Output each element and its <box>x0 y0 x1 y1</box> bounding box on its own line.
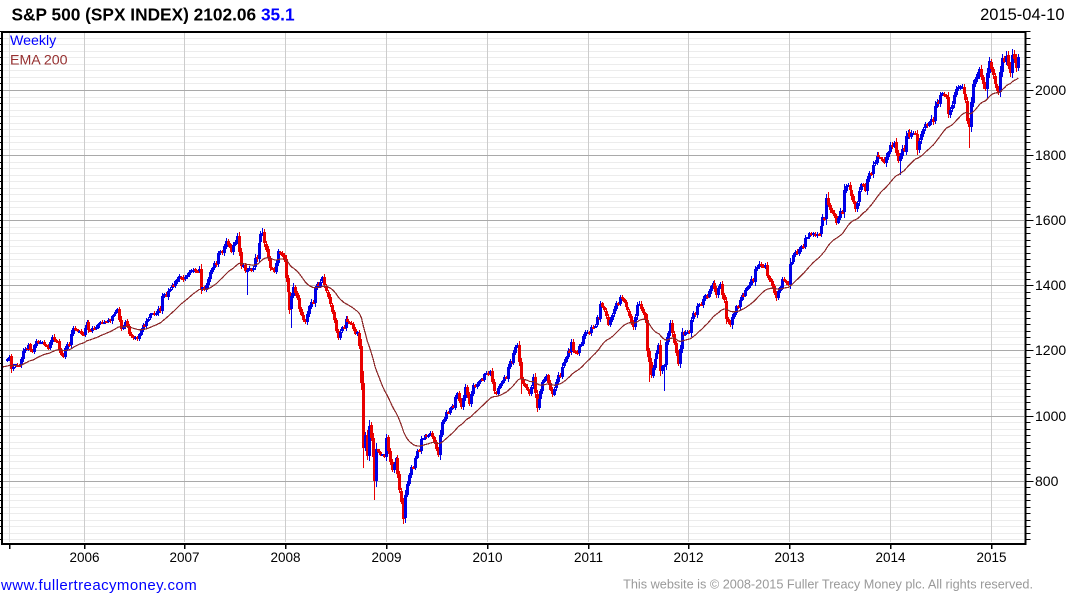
svg-text:www.fullertreacymoney.com: www.fullertreacymoney.com <box>0 577 197 594</box>
svg-text:2015: 2015 <box>976 550 1006 565</box>
svg-text:2011: 2011 <box>574 550 603 565</box>
svg-text:EMA 200: EMA 200 <box>10 53 68 69</box>
svg-text:1000: 1000 <box>1035 408 1066 424</box>
svg-text:2008: 2008 <box>270 550 300 565</box>
svg-text:1400: 1400 <box>1035 277 1066 293</box>
svg-text:2013: 2013 <box>774 550 804 565</box>
svg-text:2014: 2014 <box>875 550 906 565</box>
svg-text:2012: 2012 <box>673 550 703 565</box>
svg-text:1800: 1800 <box>1035 147 1066 163</box>
svg-text:2015-04-10: 2015-04-10 <box>980 6 1064 24</box>
svg-text:2009: 2009 <box>371 550 401 565</box>
svg-text:2010: 2010 <box>472 550 502 565</box>
svg-text:800: 800 <box>1035 473 1059 489</box>
svg-text:Weekly: Weekly <box>10 33 57 49</box>
svg-text:2006: 2006 <box>69 550 99 565</box>
svg-text:2007: 2007 <box>169 550 199 565</box>
svg-text:1200: 1200 <box>1035 342 1066 358</box>
svg-text:This website is © 2008-2015 Fu: This website is © 2008-2015 Fuller Treac… <box>623 578 1033 592</box>
svg-text:1600: 1600 <box>1035 212 1066 228</box>
svg-text:2000: 2000 <box>1035 82 1066 98</box>
svg-text:S&P 500 (SPX INDEX) 2102.06 35: S&P 500 (SPX INDEX) 2102.06 35.1 <box>12 5 295 25</box>
